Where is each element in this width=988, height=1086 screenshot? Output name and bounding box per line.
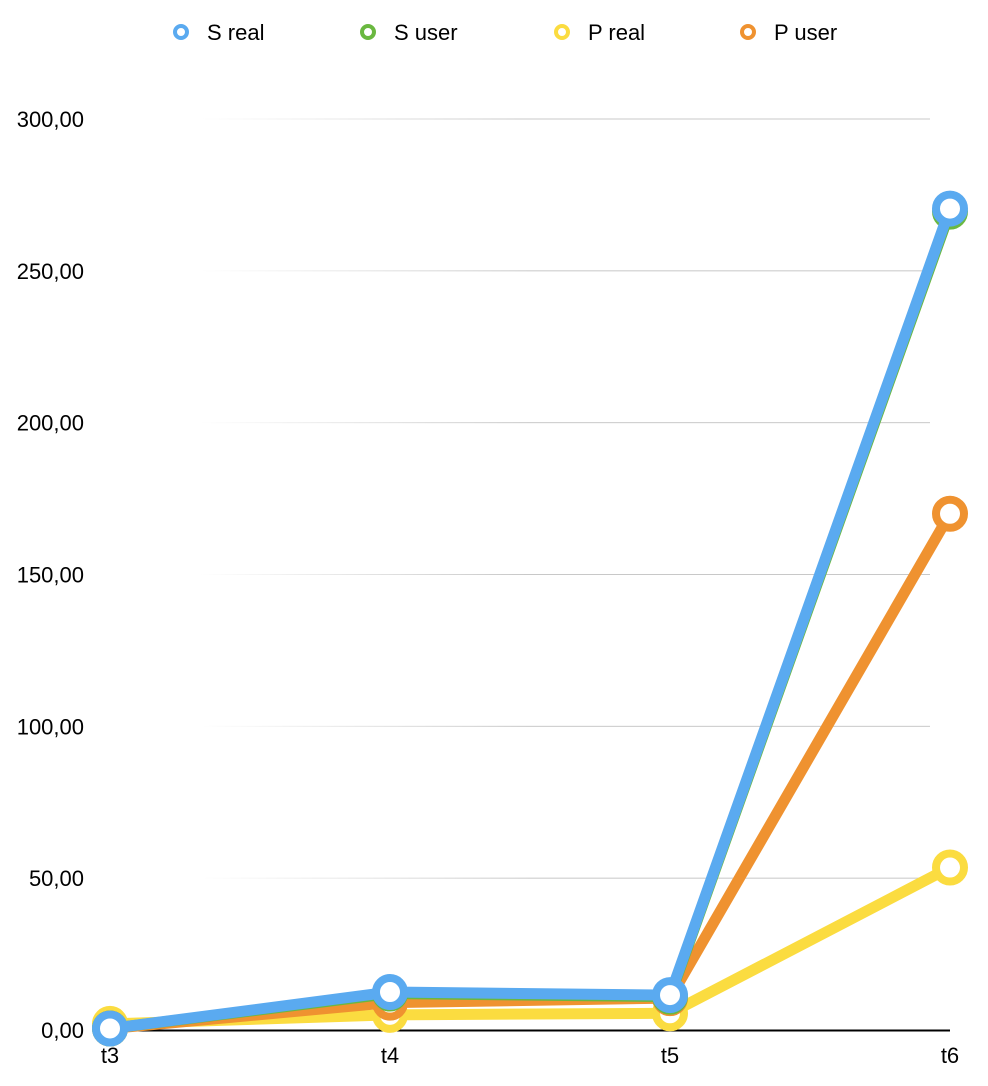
data-point-s-real — [372, 974, 408, 1011]
x-tick-label: t3 — [101, 1043, 119, 1068]
legend-item-p-real: P real — [554, 20, 645, 45]
data-point-s-real — [92, 1010, 128, 1047]
series-line-p-user — [104, 508, 956, 1034]
legend-marker — [740, 24, 756, 40]
legend-item-s-user: S user — [360, 20, 458, 45]
series-line-s-user — [104, 206, 956, 1034]
y-tick-label: 50,00 — [29, 866, 84, 891]
legend-label: P real — [588, 20, 645, 45]
y-tick-label: 250,00 — [17, 259, 84, 284]
legend-marker — [554, 24, 570, 40]
data-point-s-real — [932, 190, 968, 227]
series-p-user — [92, 495, 968, 1047]
series-s-real — [92, 190, 968, 1047]
gridline — [200, 270, 930, 272]
gridline — [200, 574, 930, 575]
x-axis-tick-labels: t3 t4 t5 t6 — [101, 1043, 959, 1068]
legend-item-p-user: P user — [740, 20, 837, 45]
gridline — [200, 725, 930, 727]
legend-marker — [173, 24, 189, 40]
x-tick-label: t4 — [381, 1043, 399, 1068]
x-tick-label: t6 — [941, 1043, 959, 1068]
y-tick-label: 100,00 — [17, 714, 84, 739]
legend-label: S user — [394, 20, 458, 45]
y-tick-label: 0,00 — [41, 1018, 84, 1043]
legend-label: P user — [774, 20, 837, 45]
data-point-s-real — [652, 977, 688, 1014]
series-line-s-real — [104, 203, 956, 1034]
legend: S real S user P real P user — [173, 20, 837, 45]
y-axis-tick-labels: 0,00 50,00 100,00 150,00 200,00 250,00 300,00 — [17, 107, 84, 1043]
data-point-p-user — [932, 495, 968, 532]
gridline — [200, 118, 930, 120]
data-point-p-real — [932, 849, 968, 886]
x-tick-label: t5 — [661, 1043, 679, 1068]
gridline — [200, 422, 930, 424]
gridlines — [110, 118, 950, 1032]
y-tick-label: 150,00 — [17, 563, 84, 588]
legend-marker — [360, 24, 376, 40]
legend-label: S real — [207, 20, 264, 45]
series-lines — [92, 190, 968, 1047]
legend-item-s-real: S real — [173, 20, 264, 45]
y-tick-label: 200,00 — [17, 411, 84, 436]
gridline — [200, 877, 930, 879]
series-s-user — [92, 193, 968, 1047]
y-tick-label: 300,00 — [17, 107, 84, 132]
